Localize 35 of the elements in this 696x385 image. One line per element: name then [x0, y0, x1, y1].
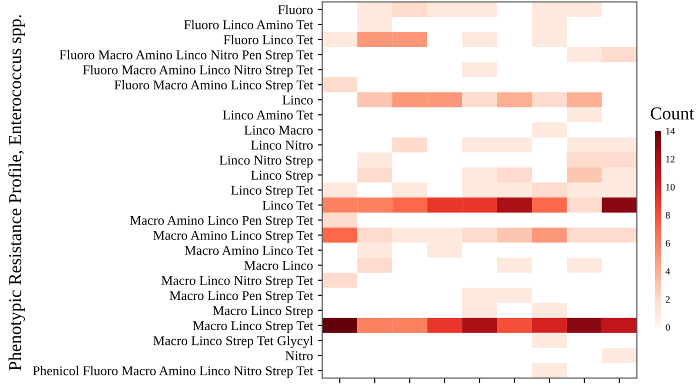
y-tick-label: Phenicol Fluoro Macro Amino Linco Nitro Strep Tet [32, 366, 314, 378]
color-bar-label: 2 [666, 296, 670, 303]
color-bar-label: 8 [666, 212, 670, 219]
y-tick-label: Fluoro [278, 4, 313, 14]
y-tick-label: Linco Tet [262, 200, 314, 210]
y-tick-label: Linco Strep [251, 170, 313, 182]
y-tick-label: Macro Linco Pen Strep Tet [170, 291, 314, 303]
color-bar-label: 12 [666, 156, 675, 162]
y-tick-label: Nitro [285, 351, 313, 360]
color-bar-label: 14 [666, 128, 675, 134]
y-tick-label: Fluoro Linco Amino Tet [184, 20, 314, 30]
y-tick-label: Macro Amino Linco Tet [184, 246, 314, 255]
y-tick-label: Linco [282, 96, 313, 104]
y-tick-label: Fluoro Macro Amino Linco Strep Tet [114, 80, 314, 92]
y-tick-label: Macro Linco Nitro Strep Tet [161, 276, 314, 288]
y-tick-label: Fluoro Macro Amino Linco Nitro Strep Tet [82, 65, 314, 78]
y-tick-label: Fluoro Macro Amino Linco Nitro Pen Strep Tet [60, 50, 314, 62]
y-axis-title: Phenotypic Resistance Profile, Enterococcus spp. [8, 15, 25, 370]
y-tick-label: Macro Amino Linco Pen Strep Tet [130, 216, 314, 228]
y-tick-label: Linco Nitro Strep [220, 156, 313, 168]
color-bar-title: Count [650, 107, 694, 120]
y-tick-label: Macro Linco Strep Tet [192, 321, 314, 333]
color-bar-label: 10 [666, 184, 675, 190]
y-tick-label: Linco Strep Tet [231, 186, 314, 198]
y-tick-label: Macro Amino Linco Strep Tet [153, 230, 314, 243]
y-tick-label: Linco Macro [244, 126, 313, 135]
y-tick-label: Fluoro Linco Tet [224, 34, 314, 44]
color-bar-label: 0 [666, 324, 670, 331]
color-bar-label: 6 [666, 240, 670, 247]
y-tick-label: Macro Linco Strep [212, 306, 313, 318]
y-tick-label: Linco Nitro [251, 140, 313, 150]
y-tick-label: Linco Amino Tet [222, 110, 314, 120]
y-tick-label: Macro Linco [244, 261, 313, 270]
y-tick-label: Macro Linco Strep Tet Glycyl [153, 336, 313, 348]
color-bar-label: 4 [666, 268, 670, 275]
